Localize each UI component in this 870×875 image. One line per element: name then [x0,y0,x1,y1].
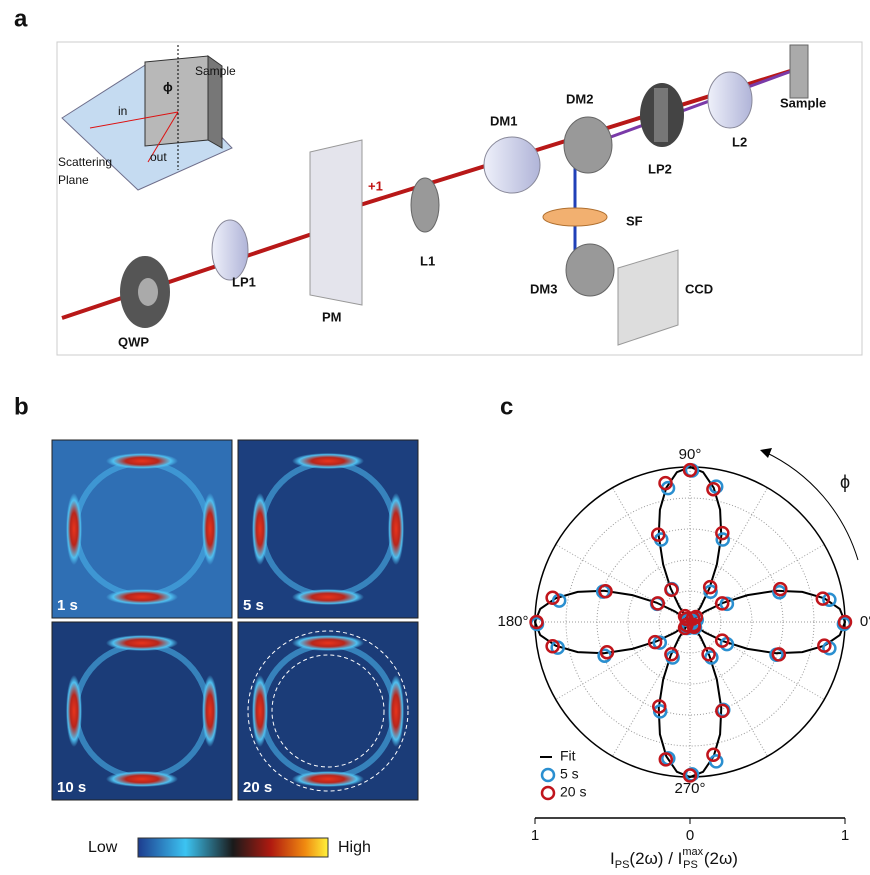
lobe [202,493,218,565]
lobe [106,635,178,651]
time-label: 1 s [57,597,78,614]
component-label: +1 [368,178,383,193]
legend-label: 5 s [560,766,579,782]
time-label: 10 s [57,779,86,796]
component-label: LP1 [232,274,256,289]
lobe [202,675,218,747]
lobe [292,635,364,651]
angle-label: 90° [679,446,702,463]
component-label: Sample [780,95,826,110]
legend-label: Fit [560,748,576,764]
component-label: LP2 [648,161,672,176]
inset-label: in [118,104,127,118]
lobe [106,589,178,605]
label-part: PS [683,859,698,871]
arrow-head [760,448,772,458]
label-part: max [682,846,703,858]
lobe [106,453,178,469]
panel-label: c [500,393,513,420]
legend-swatch [542,769,554,781]
component-label: DM1 [490,113,517,128]
lobe [388,675,404,747]
legend-swatch [542,787,554,799]
x-axis-label: IPS(2ω) / ImaxPS(2ω) [610,846,738,871]
lobe [252,675,268,747]
angle-label: 0° [860,613,870,630]
lobe [66,493,82,565]
lobe [66,675,82,747]
colorbar-label: Low [88,839,118,856]
inset-label: Scattering [58,155,112,169]
x-tick-label: 1 [531,827,539,844]
lobe [252,493,268,565]
label-part: (2ω) / I [629,849,682,868]
time-label: 20 s [243,779,272,796]
time-label: 5 s [243,597,264,614]
inset-label: out [150,150,167,164]
inset-label: ϕ [163,79,173,94]
lobe [292,589,364,605]
component-label: DM3 [530,281,557,296]
lobe [388,493,404,565]
image-grid: 1 s 5 s 10 s 20 s [52,440,418,800]
colorbar-label: High [338,839,371,856]
figure: a b c Sample ϕ in out Scattering Plane Q… [0,0,870,875]
panel-label: b [14,393,29,420]
x-tick-label: 1 [841,827,849,844]
x-tick-label: 0 [686,827,694,844]
inset-label: Sample [195,64,236,78]
inset-label: Plane [58,173,89,187]
component-label: PM [322,309,342,324]
component-label: L1 [420,253,435,268]
component-label: SF [626,213,643,228]
direction-arrow [765,452,858,560]
lobe [106,771,178,787]
component-label: QWP [118,334,149,349]
panel-label: a [14,5,28,32]
component-label: DM2 [566,91,593,106]
legend-label: 20 s [560,784,586,800]
setup-diagram [57,42,862,355]
lobe [292,771,364,787]
label-part: PS [615,859,630,871]
lobe [292,453,364,469]
component-label: CCD [685,281,713,296]
angle-label: 180° [497,613,528,630]
label-part: (2ω) [704,849,738,868]
direction-label: ϕ [840,472,850,492]
component-label: L2 [732,134,747,149]
colorbar [138,838,328,857]
